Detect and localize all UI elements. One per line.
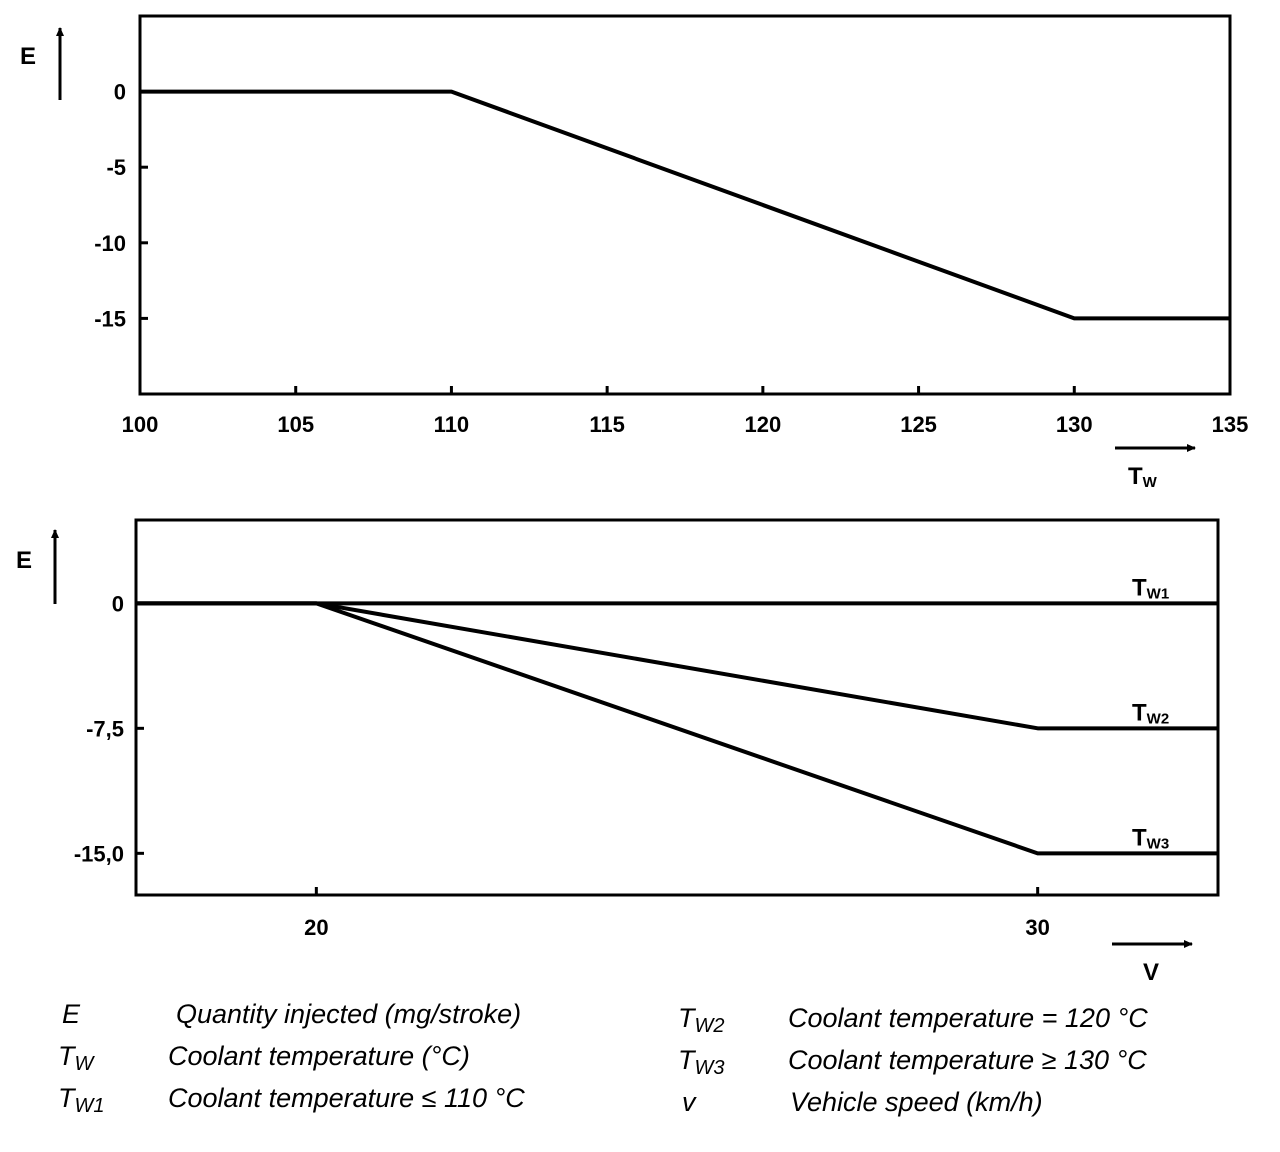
bottom-y-tick-label: -7,5 (86, 716, 124, 741)
top-y-axis-label: E (20, 43, 36, 70)
top-y-tick-label: -5 (106, 155, 126, 180)
legend-text-tw: Coolant temperature (°C) (168, 1041, 470, 1071)
top-x-tick-label: 105 (277, 412, 314, 437)
top-y-tick-label: -15 (94, 306, 126, 331)
bottom-x-tick-label: 20 (304, 915, 328, 940)
legend-text-tw1: Coolant temperature ≤ 110 °C (168, 1083, 525, 1113)
legend-symbol-tw2: TW2 (678, 1003, 725, 1037)
top-y-tick-label: 0 (114, 80, 126, 105)
bottom-series-line-2 (136, 601, 1218, 731)
bottom-chart: 20 30 0 -7,5 -15,0 TW1 TW2 TW3 (74, 518, 1220, 940)
top-y-tick-label: -10 (94, 231, 126, 256)
top-plot-frame (138, 14, 1232, 396)
top-x-tick-label: 115 (589, 412, 625, 437)
top-x-tick-label: 100 (122, 412, 159, 437)
top-x-tick-label: 120 (744, 412, 781, 437)
bottom-x-axis-label: V (1143, 959, 1159, 986)
top-x-tick-label: 125 (900, 412, 937, 437)
bottom-series-label-1: TW1 (1132, 574, 1169, 602)
top-chart: 100 105 110 115 120 125 130 135 0 -5 -10 -15 (94, 14, 1249, 437)
bottom-plot-frame (134, 518, 1220, 897)
top-x-tick-label: 110 (434, 412, 470, 437)
legend-text-tw3: Coolant temperature ≥ 130 °C (788, 1045, 1147, 1075)
legend-text-tw2: Coolant temperature = 120 °C (788, 1003, 1148, 1033)
bottom-y-tick-label: -15,0 (74, 841, 124, 866)
legend-symbol-e: E (62, 999, 81, 1029)
bottom-series-line-3 (136, 601, 1218, 856)
legend-text-e: Quantity injected (mg/stroke) (176, 999, 522, 1029)
bottom-y-tick-label: 0 (112, 591, 124, 616)
top-x-tick-label: 135 (1212, 412, 1249, 437)
legend-symbol-v: v (682, 1087, 696, 1117)
top-series-line-1 (140, 89, 1230, 321)
top-x-axis-label: TW (1128, 463, 1158, 491)
bottom-series-label-3: TW3 (1132, 824, 1169, 852)
legend-symbol-tw1: TW1 (58, 1083, 105, 1117)
bottom-series-label-2: TW2 (1132, 699, 1169, 727)
top-x-tick-label: 130 (1056, 412, 1093, 437)
legend-symbol-tw3: TW3 (678, 1045, 725, 1079)
legend-symbol-tw: TW (58, 1041, 94, 1075)
bottom-x-tick-label: 30 (1025, 915, 1049, 940)
bottom-y-axis-label: E (16, 547, 32, 574)
legend-text-v: Vehicle speed (km/h) (790, 1087, 1043, 1117)
